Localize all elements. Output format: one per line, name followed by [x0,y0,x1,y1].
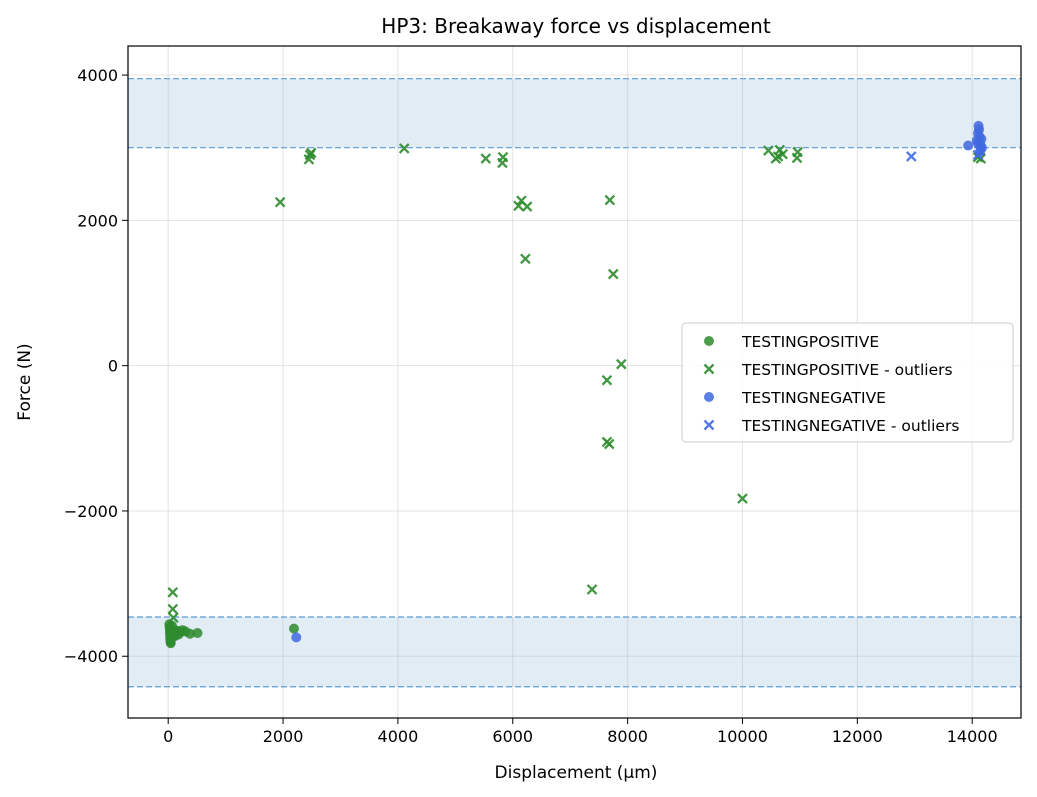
outlier-point [604,194,616,206]
data-point [963,140,974,151]
x-tick-label: 6000 [492,727,533,746]
y-tick-label: 2000 [77,211,118,230]
series-1 [167,143,987,624]
outlier-point [777,148,788,160]
outlier-point [168,612,179,624]
outlier-point [521,201,533,212]
x-tick-label: 0 [163,727,173,746]
outlier-point [763,145,774,156]
outlier-point [480,153,492,164]
y-axis-label: Force (N) [15,343,35,420]
x-tick-label: 8000 [607,727,648,746]
x-tick-label: 14000 [947,727,998,746]
y-tick-label: 0 [108,357,118,376]
legend-marker-1 [703,363,715,375]
data-point [291,632,302,643]
outlier-point [167,587,179,598]
legend-label-2: TESTINGNEGATIVE [741,389,886,407]
x-tick-label: 2000 [263,727,304,746]
series-0 [164,619,299,649]
outlier-point [398,143,410,154]
outlier-point [274,196,286,208]
outlier-point [167,603,179,615]
legend-label-1: TESTINGPOSITIVE - outliers [741,361,953,379]
outlier-point [603,438,615,450]
tolerance-band-1 [128,617,1021,687]
outlier-point [974,145,985,156]
legend-box [681,322,1014,443]
bands-layer [128,78,1021,688]
legend-label-3: TESTINGNEGATIVE - outliers [741,417,959,435]
outlier-point [497,151,509,163]
outlier-point [607,268,619,280]
legend: TESTINGPOSITIVE TESTINGPOSITIVE - outlier… [681,322,1014,443]
y-tick-label: −2000 [64,502,118,521]
x-tick-label: 10000 [717,727,768,746]
x-tick-label: 12000 [832,727,883,746]
chart-title: HP3: Breakaway force vs displacement [381,14,771,38]
y-tick-label: 4000 [77,66,118,85]
legend-label-0: TESTINGPOSITIVE [741,333,879,351]
data-point [974,124,985,135]
points-layer [164,120,987,649]
outlier-point [601,374,613,386]
legend-marker-2 [704,392,714,402]
y-tick-label: −4000 [64,647,118,666]
tolerance-band-0 [128,78,1021,148]
outlier-point [615,358,627,370]
outlier-point [737,493,748,504]
x-axis-label: Displacement (µm) [495,763,658,783]
legend-marker-3 [703,419,715,431]
outlier-point [520,253,531,265]
plot-frame [127,45,1022,719]
ticks-layer: 0 2000 4000 6000 8000 10000 12000 14000 −4000 −20… [64,66,998,746]
outlier-point [792,146,803,158]
legend-marker-0 [704,336,714,346]
data-point [192,628,203,639]
data-point [185,628,196,639]
outlier-point [586,584,598,595]
outlier-point [305,147,317,159]
data-point [288,623,299,634]
x-tick-label: 4000 [378,727,419,746]
series-3 [905,145,985,162]
outlier-point [905,151,917,162]
outlier-point [513,200,524,212]
